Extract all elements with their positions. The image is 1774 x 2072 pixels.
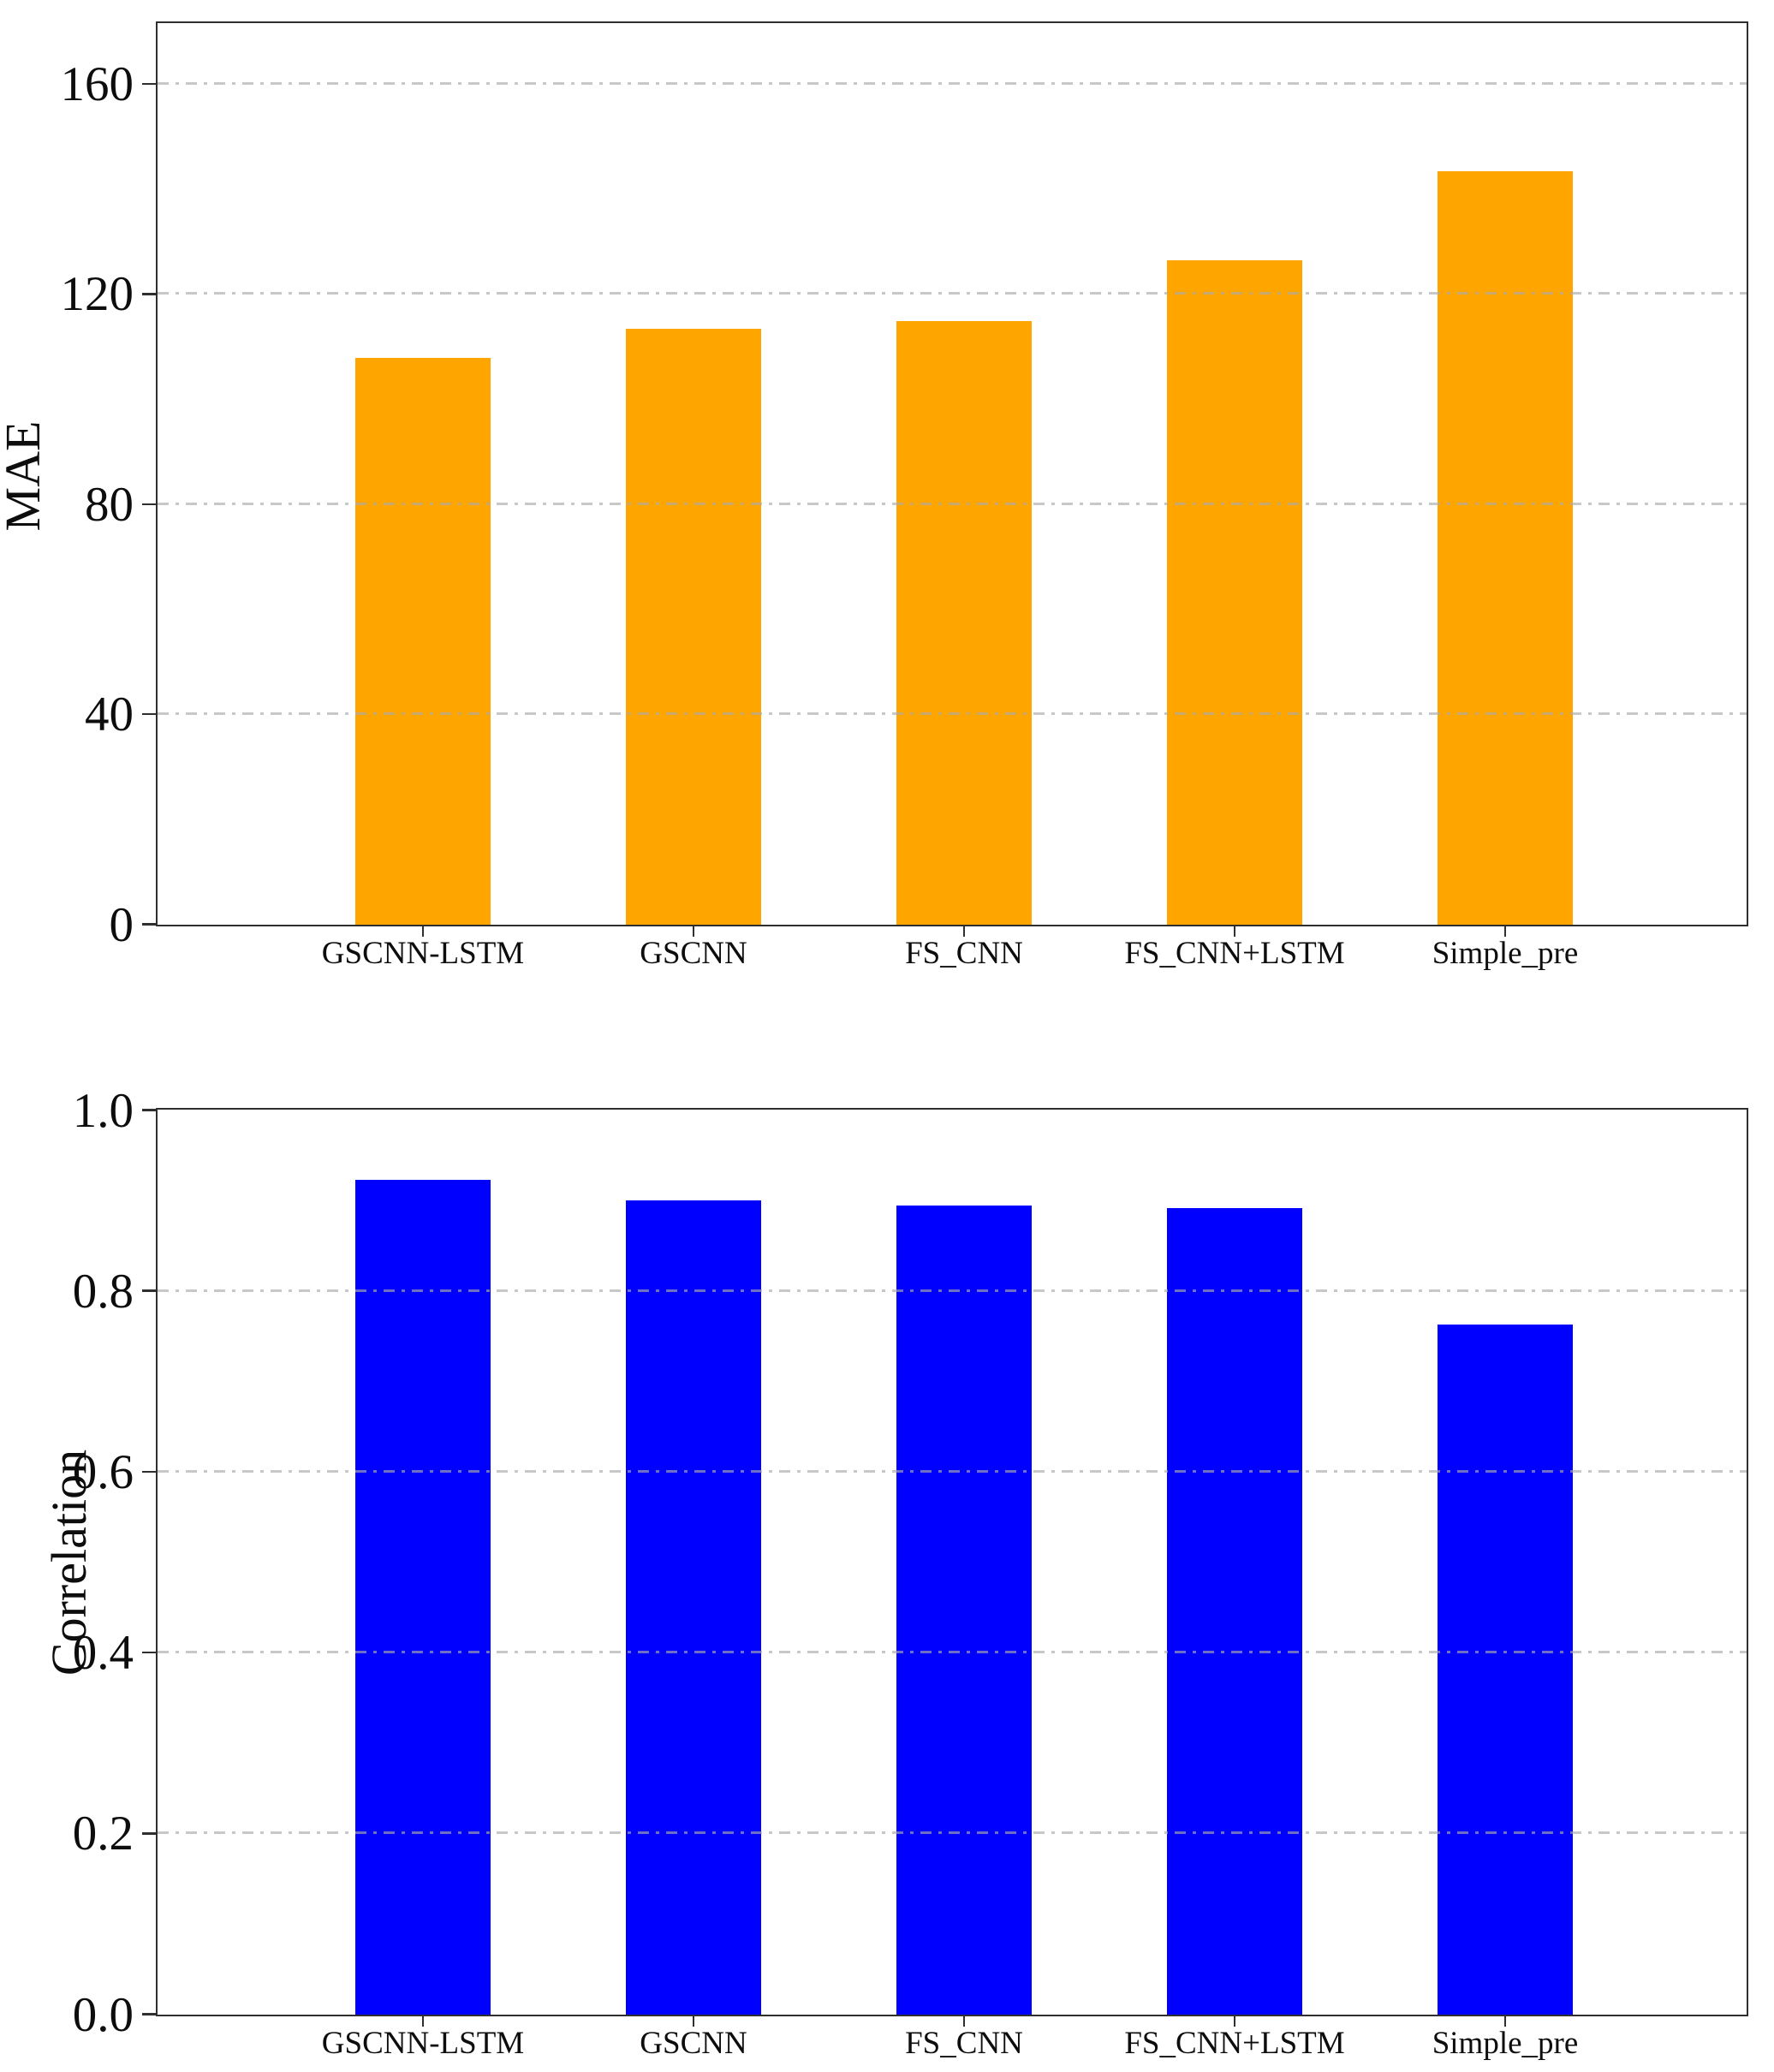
y-tick xyxy=(142,503,156,506)
x-tick-label: GSCNN-LSTM xyxy=(321,936,525,971)
x-tick-label: GSCNN xyxy=(640,936,747,971)
mae-plot-area xyxy=(156,21,1748,926)
gridline xyxy=(158,1831,1747,1835)
y-tick-label: 0.0 xyxy=(72,1987,134,2042)
gridline xyxy=(158,82,1747,86)
x-tick xyxy=(1233,2016,1236,2027)
x-tick-label: FS_CNN+LSTM xyxy=(1124,2026,1345,2061)
y-tick-label: 1.0 xyxy=(72,1083,134,1138)
x-tick xyxy=(1503,926,1507,937)
x-tick-label: FS_CNN xyxy=(905,2026,1023,2061)
x-tick-label: GSCNN-LSTM xyxy=(321,2026,525,2061)
x-tick xyxy=(692,926,695,937)
gridline xyxy=(158,712,1747,716)
y-tick xyxy=(142,1289,156,1292)
y-tick xyxy=(142,82,156,86)
y-tick xyxy=(142,1470,156,1474)
y-tick-label: 40 xyxy=(85,688,134,742)
bar-Simple_pre xyxy=(1437,1325,1573,2015)
bar-FS_CNN+LSTM xyxy=(1166,1208,1302,2015)
x-tick xyxy=(1503,2016,1507,2027)
y-tick xyxy=(142,1651,156,1654)
gridline xyxy=(158,1651,1747,1654)
x-tick xyxy=(692,2016,695,2027)
bar-GSCNN xyxy=(625,1200,761,2015)
gridline xyxy=(158,292,1747,295)
y-tick xyxy=(142,2013,156,2015)
gridline xyxy=(158,1469,1747,1473)
x-tick-label: Simple_pre xyxy=(1432,936,1579,971)
y-tick-label: 0.2 xyxy=(72,1807,134,1861)
y-tick-label: 80 xyxy=(85,477,134,532)
y-tick xyxy=(142,923,156,926)
x-tick-label: FS_CNN xyxy=(905,936,1023,971)
gridline xyxy=(158,502,1747,505)
x-tick xyxy=(421,2016,425,2027)
bar-GSCNN xyxy=(625,328,761,925)
x-tick-label: GSCNN xyxy=(640,2026,747,2061)
y-tick xyxy=(142,293,156,295)
bar-Simple_pre xyxy=(1437,170,1573,925)
y-tick xyxy=(142,712,156,716)
correlation-plot-area xyxy=(156,1108,1748,2016)
y-tick-label: 0.6 xyxy=(72,1444,134,1499)
y-tick-label: 120 xyxy=(60,267,134,322)
bar-GSCNN-LSTM xyxy=(354,1180,491,2015)
x-tick xyxy=(1233,926,1236,937)
bar-FS_CNN xyxy=(896,1205,1032,2015)
y-tick-label: 0 xyxy=(109,897,134,952)
bar-GSCNN-LSTM xyxy=(354,357,491,925)
x-tick xyxy=(421,926,425,937)
y-tick-label: 160 xyxy=(60,57,134,112)
x-tick xyxy=(962,2016,966,2027)
bar-FS_CNN xyxy=(896,320,1032,925)
y-tick-label: 0.4 xyxy=(72,1626,134,1681)
x-tick-label: Simple_pre xyxy=(1432,2026,1579,2061)
x-tick-label: FS_CNN+LSTM xyxy=(1124,936,1345,971)
y-tick xyxy=(142,1832,156,1835)
gridline xyxy=(158,1289,1747,1292)
x-tick xyxy=(962,926,966,937)
bar-FS_CNN+LSTM xyxy=(1166,260,1302,925)
y-tick xyxy=(142,1109,156,1111)
y-tick-label: 0.8 xyxy=(72,1264,134,1319)
